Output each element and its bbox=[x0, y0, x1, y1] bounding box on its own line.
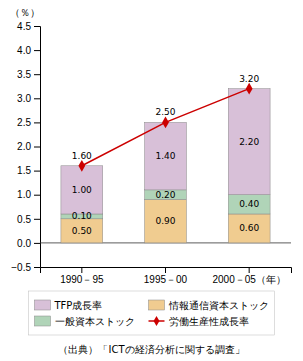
x-tick-mark bbox=[165, 267, 166, 273]
data-label: 0.40 bbox=[239, 199, 259, 209]
y-tick-label: 3.0 bbox=[17, 93, 31, 104]
y-tick-mark bbox=[34, 147, 40, 148]
y-axis-label: （％） bbox=[10, 7, 40, 18]
legend-label: 一般資本ストック bbox=[55, 316, 135, 327]
bar bbox=[228, 89, 270, 195]
data-label: 1.00 bbox=[72, 185, 92, 195]
line bbox=[82, 89, 249, 166]
y-tick-label: 0.5 bbox=[17, 214, 31, 225]
y-tick-mark bbox=[34, 98, 40, 99]
y-tick-mark bbox=[34, 74, 40, 75]
data-label: 0.90 bbox=[155, 216, 175, 226]
line-marker bbox=[162, 117, 169, 129]
legend-frame bbox=[29, 291, 275, 335]
line-marker bbox=[78, 160, 85, 172]
y-tick: 1.5 bbox=[17, 165, 40, 176]
data-label: 3.20 bbox=[239, 74, 259, 84]
y-tick-mark bbox=[34, 243, 40, 244]
y-tick-mark bbox=[34, 50, 40, 51]
legend-item: 情報通信資本ストック bbox=[149, 300, 269, 311]
y-tick-label: 4.0 bbox=[17, 45, 31, 56]
x-tick: 1995－00 bbox=[144, 267, 188, 285]
line-marker bbox=[246, 83, 253, 95]
y-tick-label: 3.5 bbox=[17, 69, 31, 80]
x-axis-line bbox=[41, 268, 292, 274]
x-tick-label: 1995－00 bbox=[144, 274, 188, 285]
y-tick-label: 2.0 bbox=[17, 141, 31, 152]
x-tick: 2000－05（年） bbox=[212, 267, 285, 285]
data-label: 1.60 bbox=[72, 151, 92, 161]
y-axis: −0.5 0.0 0.5 1.0 1.5 2.0 2.5 3.0 3.5 4.0 4.5 bbox=[11, 21, 40, 273]
data-label: 1.40 bbox=[155, 151, 175, 161]
y-tick: −0.5 bbox=[11, 262, 40, 273]
y-tick: 4.5 bbox=[17, 21, 40, 32]
y-tick-mark bbox=[34, 219, 40, 220]
legend-swatch bbox=[35, 300, 51, 310]
y-tick-mark bbox=[34, 267, 40, 268]
y-tick: 1.0 bbox=[17, 189, 40, 200]
y-tick: 2.5 bbox=[17, 117, 40, 128]
y-tick-label: 1.5 bbox=[17, 165, 31, 176]
annotation: （出典）「ICTの経済分析に関する調査」 bbox=[58, 344, 244, 355]
legend: TFP成長率一般資本ストック 情報通信資本ストック労働生産性成長率 bbox=[29, 291, 275, 335]
y-tick: 2.0 bbox=[17, 141, 40, 152]
bar bbox=[145, 190, 187, 200]
legend-item: 一般資本ストック bbox=[35, 316, 135, 327]
bar-series bbox=[61, 89, 270, 214]
legend-swatch-marker bbox=[154, 316, 160, 326]
y-tick: 0.5 bbox=[17, 214, 40, 225]
bar bbox=[61, 219, 103, 243]
y-tick-mark bbox=[34, 122, 40, 123]
legend-item: TFP成長率 bbox=[35, 300, 103, 311]
bar bbox=[145, 200, 187, 243]
y-tick-mark bbox=[34, 26, 40, 27]
legend-label: 情報通信資本ストック bbox=[168, 300, 269, 311]
y-tick: 0.0 bbox=[17, 238, 40, 249]
y-tick-label: −0.5 bbox=[11, 262, 31, 273]
x-axis: 1990－95 1995－00 2000－05（年） bbox=[41, 267, 292, 285]
y-tick-mark bbox=[34, 195, 40, 196]
y-axis-line bbox=[34, 27, 41, 268]
y-tick-mark bbox=[34, 171, 40, 172]
y-tick: 4.0 bbox=[17, 45, 40, 56]
data-label: 0.50 bbox=[72, 226, 92, 236]
bar bbox=[61, 166, 103, 214]
data-label: 2.20 bbox=[239, 137, 259, 147]
y-tick-label: 4.5 bbox=[17, 21, 31, 32]
x-tick: 1990－95 bbox=[60, 267, 104, 285]
y-tick-label: 1.0 bbox=[17, 189, 31, 200]
data-label: 2.50 bbox=[155, 107, 175, 117]
marks bbox=[61, 83, 270, 243]
data-labels: 0.50 0.90 0.60 0.10 0.20 0.40 1.00 1.40 2.20 1.60… bbox=[72, 74, 260, 236]
legend-swatch bbox=[35, 316, 51, 326]
x-tick-label: 2000－05（年） bbox=[212, 274, 285, 285]
bar bbox=[228, 214, 270, 243]
legend-label: TFP成長率 bbox=[54, 300, 103, 311]
x-tick-mark bbox=[81, 267, 82, 273]
y-tick-label: 0.0 bbox=[17, 238, 31, 249]
bar bbox=[145, 122, 187, 189]
y-tick: 3.5 bbox=[17, 69, 40, 80]
x-tick-label: 1990－95 bbox=[60, 274, 104, 285]
x-tick-mark bbox=[249, 267, 250, 273]
legend-item: 労働生産性成長率 bbox=[149, 316, 249, 327]
legend-swatch bbox=[149, 300, 165, 310]
legend-label: 労働生産性成長率 bbox=[169, 316, 249, 327]
data-label: 0.60 bbox=[239, 223, 259, 233]
y-tick: 3.0 bbox=[17, 93, 40, 104]
y-tick-label: 2.5 bbox=[17, 117, 31, 128]
data-label: 0.10 bbox=[72, 211, 92, 221]
chart: −0.5 0.0 0.5 1.0 1.5 2.0 2.5 3.0 3.5 4.0 4.5 1990－9… bbox=[0, 0, 303, 361]
bar bbox=[228, 195, 270, 214]
data-label: 0.20 bbox=[155, 190, 175, 200]
